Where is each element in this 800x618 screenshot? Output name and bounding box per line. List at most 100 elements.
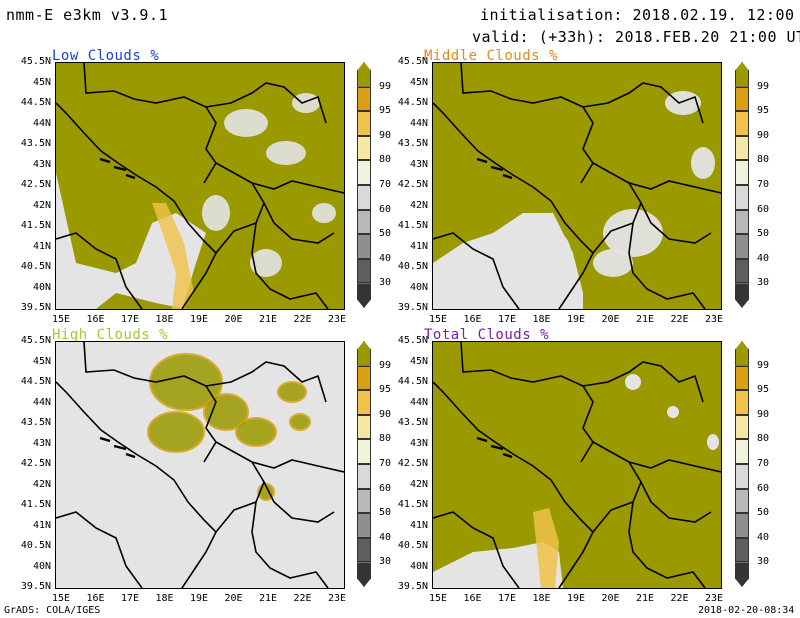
lat-tick-label: 43N xyxy=(409,437,428,449)
lon-tick-label: 18E xyxy=(155,593,174,604)
lon-tick-label: 15E xyxy=(51,314,71,325)
lon-tick-label: 16E xyxy=(463,593,482,604)
colorbar-swatch xyxy=(357,513,371,538)
colorbar: 99 95 90 80 70 60 50 40 30 xyxy=(735,62,769,308)
colorbar-label: 40 xyxy=(757,531,770,543)
lat-tick-label: 41N xyxy=(32,519,51,531)
lon-tick-label: 19E xyxy=(566,314,586,325)
lat-tick-label: 44.5N xyxy=(397,97,428,108)
lat-tick-label: 44.5N xyxy=(20,376,51,387)
colorbar-swatch xyxy=(357,234,371,259)
colorbar: 99 95 90 80 70 60 50 40 30 xyxy=(357,341,391,587)
colorbar-label: 60 xyxy=(757,482,770,494)
lat-tick-label: 42N xyxy=(409,199,428,211)
lon-tick-label: 21E xyxy=(258,314,278,325)
lon-tick-label: 22E xyxy=(670,314,689,325)
colorbar-swatch xyxy=(735,414,749,440)
colorbar-label: 80 xyxy=(757,154,770,166)
lat-tick-label: 43.5N xyxy=(20,138,51,149)
high-clouds-title: High Clouds % xyxy=(52,327,169,343)
colorbar-label: 80 xyxy=(379,433,392,445)
colorbar-swatch xyxy=(735,464,749,489)
colorbar-swatch xyxy=(357,488,371,514)
colorbar-label: 99 xyxy=(379,359,392,371)
lon-tick-label: 18E xyxy=(532,314,551,325)
colorbar-swatch xyxy=(735,62,749,87)
lat-tick-label: 39.5N xyxy=(397,581,428,592)
lat-tick-label: 42N xyxy=(409,478,428,490)
lon-tick-label: 15E xyxy=(428,314,448,325)
lat-tick-label: 40N xyxy=(32,281,51,293)
colorbar-swatch xyxy=(357,209,371,235)
lon-tick-label: 23E xyxy=(327,314,347,325)
colorbar-swatch xyxy=(735,160,749,185)
colorbar-swatch xyxy=(735,439,749,464)
lon-tick-label: 20E xyxy=(601,593,620,604)
lat-tick-label: 42N xyxy=(32,478,51,490)
lat-tick-label: 45.5N xyxy=(397,56,428,67)
lat-tick-label: 41N xyxy=(32,240,51,252)
lat-tick-label: 43N xyxy=(409,158,428,170)
lat-tick-label: 44.5N xyxy=(20,97,51,108)
colorbar-label: 60 xyxy=(757,203,770,215)
lat-tick-label: 45N xyxy=(32,76,51,88)
lat-tick-label: 43N xyxy=(32,437,51,449)
colorbar-label: 90 xyxy=(379,408,392,420)
colorbar-swatch xyxy=(735,209,749,235)
colorbar-label: 70 xyxy=(379,458,392,469)
colorbar-swatch xyxy=(357,365,371,391)
model-title: nmm-E e3km v3.9.1 xyxy=(6,6,169,24)
footer-timestamp: 2018-02-20-08:34 xyxy=(698,605,795,616)
lon-tick-label: 22E xyxy=(670,593,689,604)
colorbar-label: 30 xyxy=(757,277,770,289)
lon-tick-label: 16E xyxy=(86,314,105,325)
colorbar-swatch xyxy=(357,562,371,587)
lat-tick-label: 45.5N xyxy=(20,335,51,346)
colorbar-swatch xyxy=(357,258,371,284)
low-clouds-map xyxy=(55,62,345,310)
lat-tick-label: 40N xyxy=(409,281,428,293)
colorbar-label: 90 xyxy=(379,129,392,141)
lat-tick-label: 43N xyxy=(32,158,51,170)
colorbar-label: 50 xyxy=(379,228,392,240)
lat-tick-label: 44.5N xyxy=(397,376,428,387)
colorbar-label: 40 xyxy=(379,252,392,264)
colorbar-swatch xyxy=(735,86,749,112)
lon-tick-label: 16E xyxy=(86,593,105,604)
lat-tick-label: 41N xyxy=(409,519,428,531)
lat-tick-label: 41.5N xyxy=(397,499,428,510)
lat-tick-label: 41.5N xyxy=(397,220,428,231)
lon-tick-label: 23E xyxy=(704,314,724,325)
colorbar-swatch xyxy=(357,111,371,136)
lat-tick-label: 42N xyxy=(32,199,51,211)
colorbar-label: 70 xyxy=(379,179,392,190)
high-clouds-map xyxy=(55,341,345,589)
colorbar-label: 99 xyxy=(757,359,770,371)
colorbar-label: 50 xyxy=(379,507,392,519)
colorbar-label: 80 xyxy=(379,154,392,166)
colorbar: 99 95 90 80 70 60 50 40 30 xyxy=(735,341,769,587)
lon-tick-label: 15E xyxy=(428,593,448,604)
lat-tick-label: 39.5N xyxy=(397,302,428,313)
lon-tick-label: 17E xyxy=(497,593,517,604)
lat-tick-label: 45.5N xyxy=(20,56,51,67)
lat-tick-label: 45N xyxy=(32,355,51,367)
colorbar-swatch xyxy=(357,185,371,210)
colorbar-label: 60 xyxy=(379,203,392,215)
lat-tick-label: 43.5N xyxy=(397,138,428,149)
colorbar-label: 60 xyxy=(379,482,392,494)
lat-tick-label: 44N xyxy=(409,117,428,129)
lon-tick-label: 17E xyxy=(120,593,140,604)
low-clouds-title: Low Clouds % xyxy=(52,48,160,64)
lon-tick-label: 15E xyxy=(51,593,71,604)
colorbar-swatch xyxy=(735,135,749,161)
lon-tick-label: 20E xyxy=(601,314,620,325)
lat-tick-label: 41.5N xyxy=(20,499,51,510)
colorbar-swatch xyxy=(735,390,749,415)
lon-tick-label: 21E xyxy=(635,593,655,604)
lon-tick-label: 22E xyxy=(293,314,312,325)
colorbar-swatch xyxy=(735,341,749,366)
lon-tick-label: 23E xyxy=(327,593,347,604)
colorbar-swatch xyxy=(357,160,371,185)
lat-tick-label: 44N xyxy=(409,396,428,408)
